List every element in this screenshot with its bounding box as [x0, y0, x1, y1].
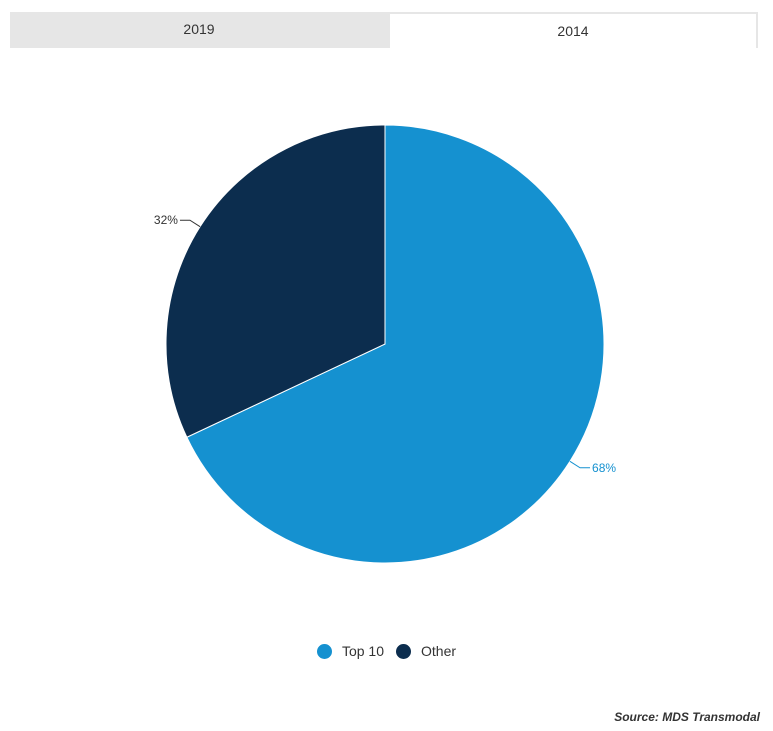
legend-marker-top-10	[316, 643, 332, 659]
tab-2019[interactable]: 2019	[10, 12, 388, 48]
legend-label-top-10: Top 10	[341, 643, 385, 659]
legend-item-other[interactable]: Other	[396, 643, 456, 659]
legend: Top 10 Other	[0, 643, 773, 659]
connector-other	[179, 219, 201, 228]
data-label-top-10: 68%	[592, 461, 616, 475]
tab-2014[interactable]: 2014	[388, 12, 758, 48]
year-tabs: 2019 2014	[10, 12, 758, 48]
connector-top-10	[569, 460, 591, 469]
legend-item-top-10[interactable]: Top 10	[316, 643, 385, 659]
pie-slice-top-10[interactable]	[186, 124, 605, 564]
legend-label-other: Other	[421, 643, 457, 659]
legend-marker-other	[396, 643, 412, 659]
data-label-other: 32%	[154, 213, 178, 227]
source-note: Source: MDS Transmodal	[614, 710, 760, 724]
